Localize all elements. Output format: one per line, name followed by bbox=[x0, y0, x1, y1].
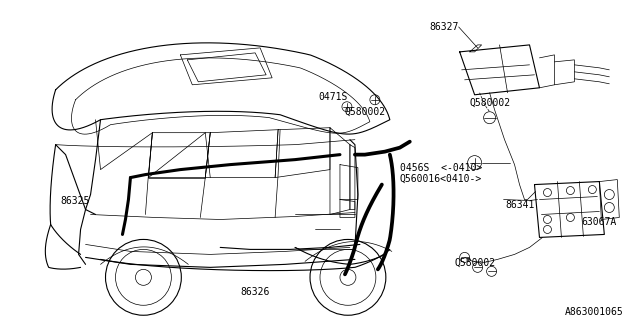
Text: 63067A: 63067A bbox=[581, 218, 616, 228]
Text: Q580002: Q580002 bbox=[345, 107, 386, 117]
Text: Q580002: Q580002 bbox=[454, 257, 496, 268]
Text: Q580002: Q580002 bbox=[470, 98, 511, 108]
Text: Q560016<0410->: Q560016<0410-> bbox=[400, 173, 482, 184]
Text: 86341: 86341 bbox=[506, 200, 535, 210]
Text: A863001065: A863001065 bbox=[564, 307, 623, 317]
Text: 86326: 86326 bbox=[240, 287, 269, 297]
Text: 86327: 86327 bbox=[429, 22, 459, 32]
Text: 86325: 86325 bbox=[61, 196, 90, 205]
Text: 0456S  <-0410>: 0456S <-0410> bbox=[400, 163, 482, 172]
Text: 0471S: 0471S bbox=[318, 92, 348, 102]
